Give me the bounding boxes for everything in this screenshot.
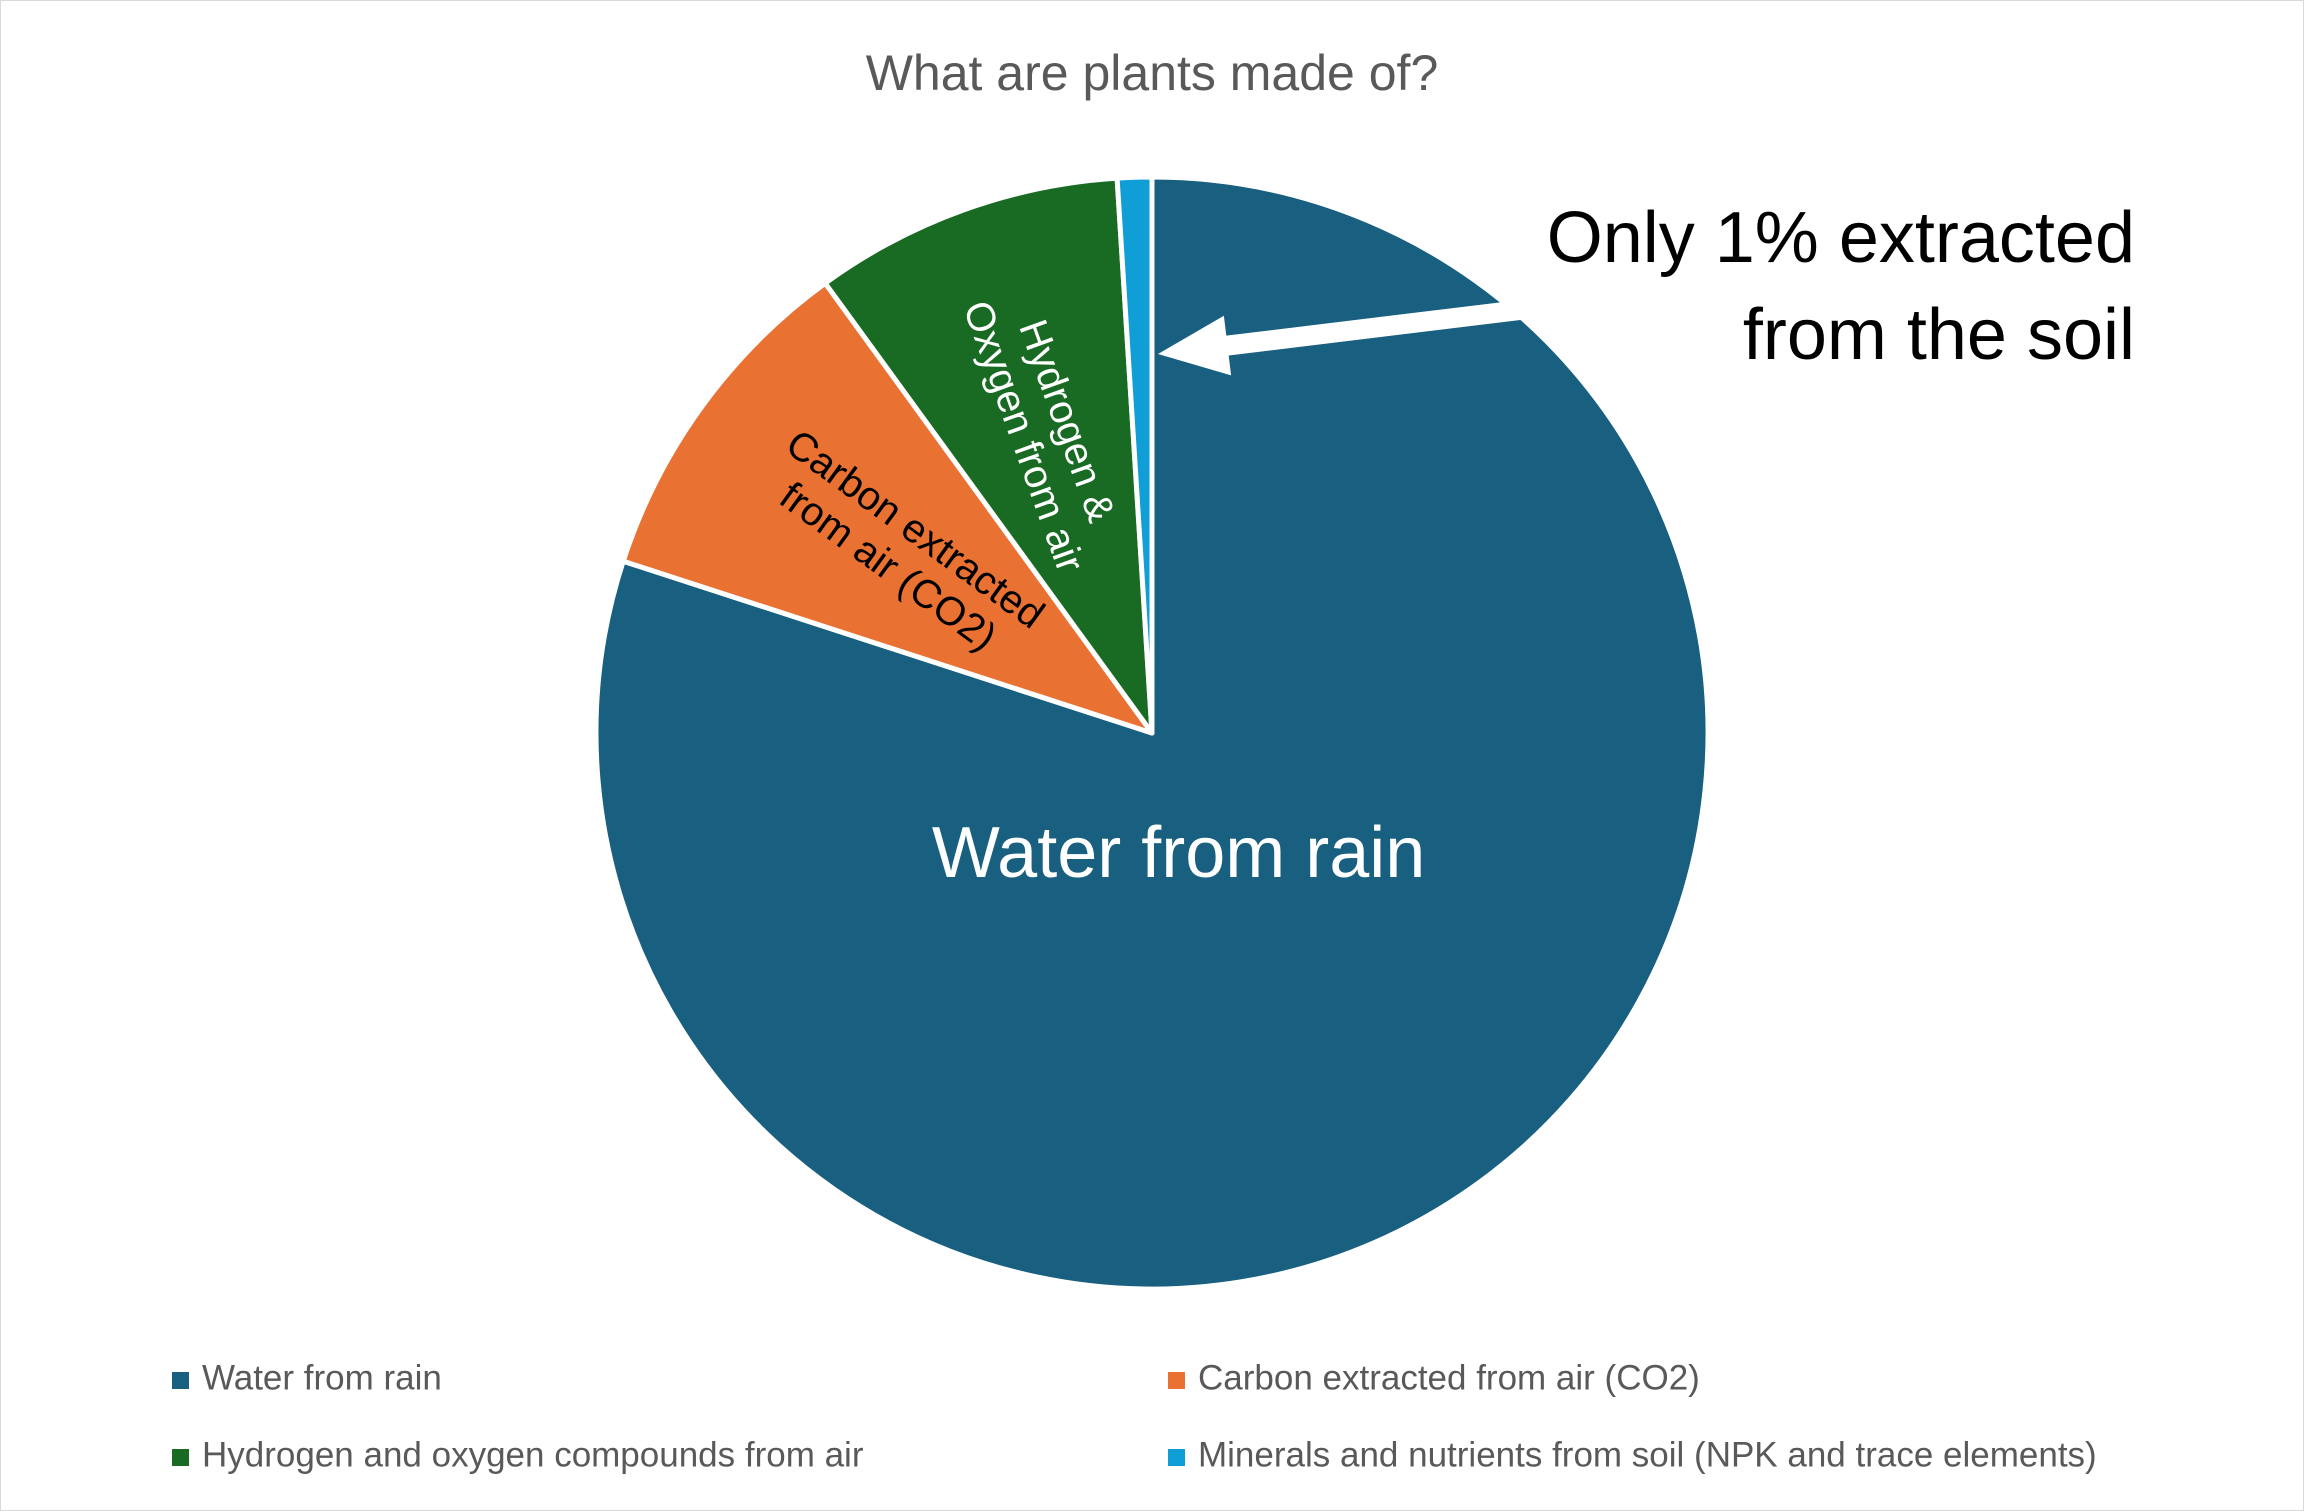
pie-slice-water [593,174,1711,1292]
annotation-text-line: Only 1% extracted [1547,198,2135,278]
legend-label: Carbon extracted from air (CO2) [1198,1358,1700,1397]
legend-item-carbon: Carbon extracted from air (CO2) [1168,1358,1700,1397]
legend-swatch [172,1449,189,1466]
legend-swatch [172,1372,189,1389]
legend: Water from rain Carbon extracted from air… [172,1358,2097,1474]
slice-label-line: Water from rain [932,813,1425,893]
chart-title: What are plants made of? [866,45,1439,101]
pie-slice-minerals [1114,174,1155,736]
pie-slice-carbon [620,280,1155,736]
legend-label: Water from rain [202,1358,442,1397]
legend-swatch [1168,1449,1185,1466]
legend-swatch [1168,1372,1185,1389]
legend-item-water: Water from rain [172,1358,442,1397]
slice-label-water: Water from rain [932,813,1425,893]
annotation-arrow [1158,300,1522,376]
annotation: Only 1% extracted from the soil [1158,198,2135,376]
pie-slice-hydrogen-oxygen [822,175,1155,736]
legend-label: Minerals and nutrients from soil (NPK an… [1198,1435,2097,1474]
legend-item-hydrogen-oxygen: Hydrogen and oxygen compounds from air [172,1435,864,1474]
legend-item-minerals: Minerals and nutrients from soil (NPK an… [1168,1435,2097,1474]
legend-label: Hydrogen and oxygen compounds from air [202,1435,864,1474]
pie-slices [593,174,1711,1292]
annotation-text-line: from the soil [1743,295,2135,375]
